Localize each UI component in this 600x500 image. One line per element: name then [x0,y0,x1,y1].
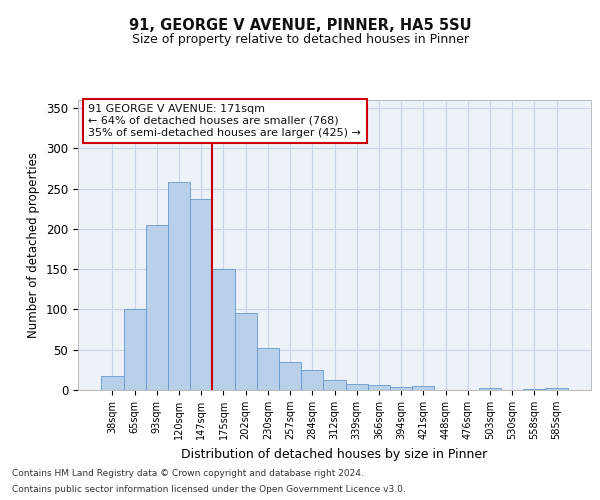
Text: 91, GEORGE V AVENUE, PINNER, HA5 5SU: 91, GEORGE V AVENUE, PINNER, HA5 5SU [128,18,472,32]
Bar [523,389,545,390]
Bar [368,385,390,390]
Text: Size of property relative to detached houses in Pinner: Size of property relative to detached ho… [131,32,469,46]
Bar [101,376,124,390]
Bar [545,388,568,390]
Bar [124,310,146,390]
Text: Contains HM Land Registry data © Crown copyright and database right 2024.: Contains HM Land Registry data © Crown c… [12,468,364,477]
Bar [323,380,346,390]
Bar [346,384,368,390]
Text: Contains public sector information licensed under the Open Government Licence v3: Contains public sector information licen… [12,485,406,494]
Bar [479,388,501,390]
X-axis label: Distribution of detached houses by size in Pinner: Distribution of detached houses by size … [181,448,488,460]
Bar [212,269,235,390]
Bar [279,362,301,390]
Bar [257,348,279,390]
Bar [190,199,212,390]
Bar [146,225,168,390]
Bar [412,386,434,390]
Bar [168,182,190,390]
Y-axis label: Number of detached properties: Number of detached properties [28,152,40,338]
Bar [235,314,257,390]
Bar [301,370,323,390]
Bar [390,387,412,390]
Text: 91 GEORGE V AVENUE: 171sqm
← 64% of detached houses are smaller (768)
35% of sem: 91 GEORGE V AVENUE: 171sqm ← 64% of deta… [88,104,361,138]
